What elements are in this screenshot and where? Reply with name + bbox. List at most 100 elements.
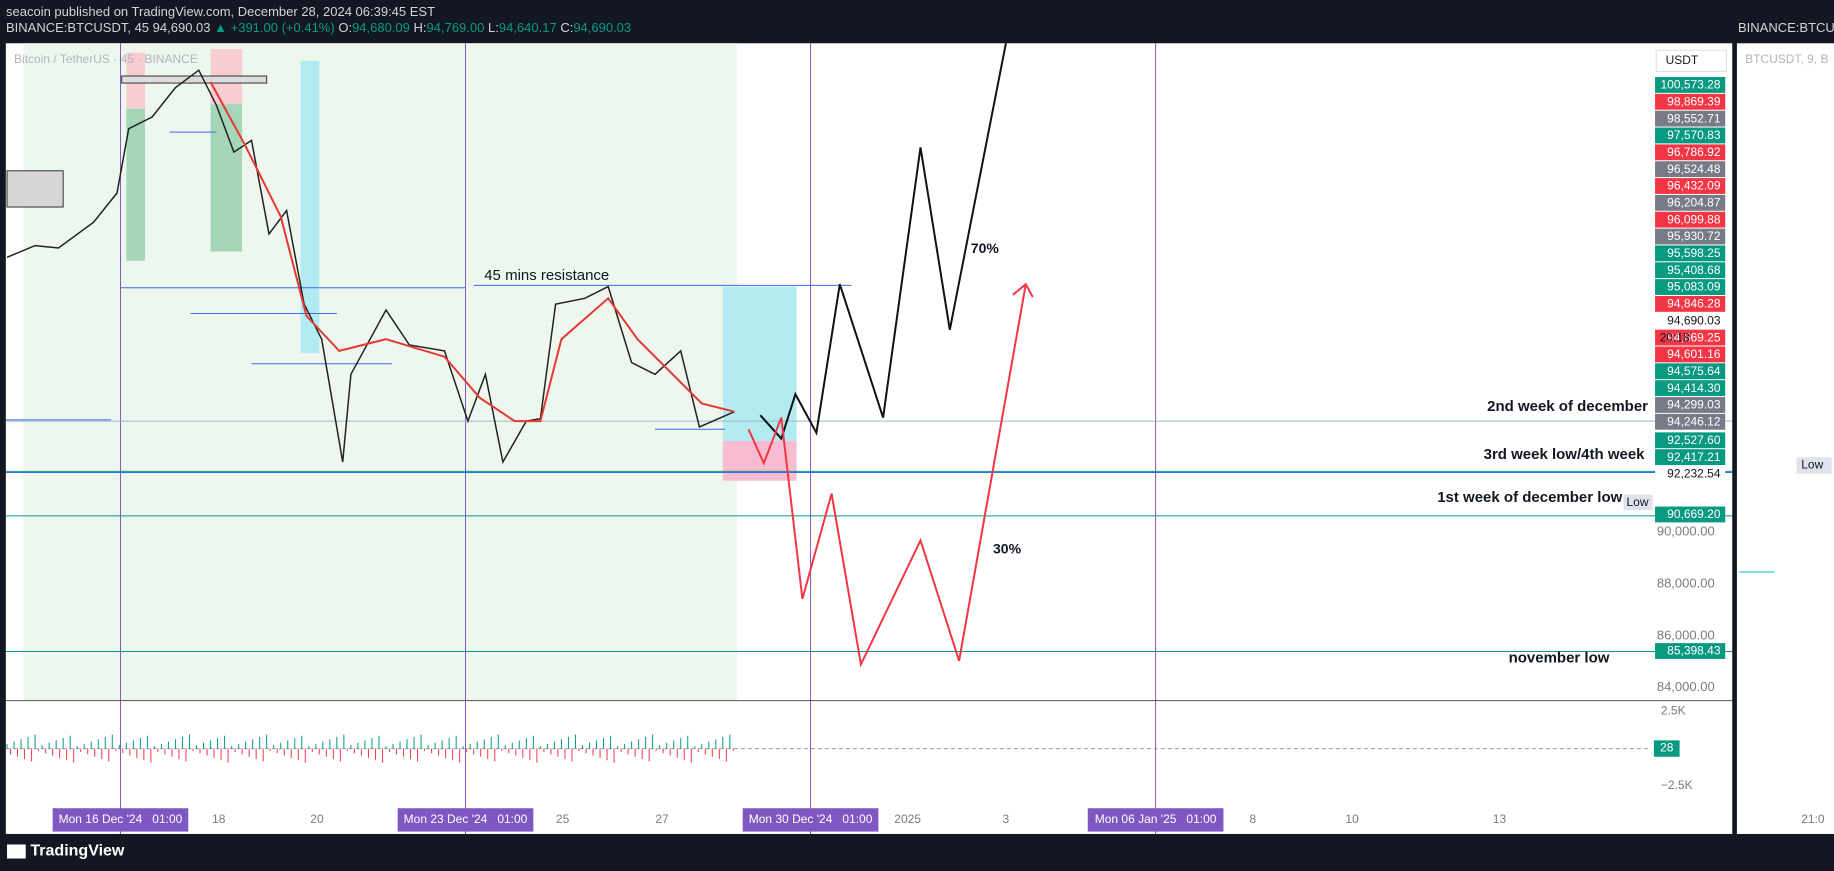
range-box bbox=[121, 75, 268, 84]
price-label-bg bbox=[1655, 329, 1726, 346]
price-label: 94,601.16 bbox=[1667, 347, 1721, 361]
chart-pane bbox=[5, 43, 1733, 834]
ohlc-c-label: C: bbox=[560, 20, 574, 35]
right-symbol: BINANCE:BTCUS bbox=[1738, 20, 1834, 35]
x-tick-label: 13 bbox=[1493, 812, 1507, 826]
price-label: 98,552.71 bbox=[1667, 111, 1721, 125]
countdown: 20:18 bbox=[1660, 330, 1690, 344]
price-label: 95,083.09 bbox=[1667, 280, 1721, 294]
shade-green bbox=[126, 108, 146, 261]
price-label-bg bbox=[1655, 161, 1726, 178]
price-label-bg bbox=[1655, 643, 1726, 659]
stop-box bbox=[722, 440, 797, 481]
price-label-bg bbox=[1655, 93, 1726, 110]
x-tick-label: 25 bbox=[556, 812, 570, 826]
x-label-bg bbox=[52, 808, 189, 832]
price-label: 94,414.30 bbox=[1667, 381, 1721, 395]
legend: Bitcoin / TetherUS · 45 · BINANCE bbox=[14, 52, 198, 66]
price-label-bg bbox=[1655, 110, 1726, 127]
price-label-bg bbox=[1655, 506, 1726, 523]
currency-box bbox=[1655, 49, 1727, 72]
price-label-bg bbox=[1655, 262, 1726, 279]
annotation: 1st week of december low bbox=[1437, 489, 1622, 506]
x-tick-label: 10 bbox=[1345, 812, 1359, 826]
price-label: 94,246.12 bbox=[1667, 414, 1721, 428]
x-tick-label: Mon 30 Dec '24 01:00 bbox=[749, 812, 873, 826]
price-label: 96,786.92 bbox=[1667, 145, 1721, 159]
x-label-bg bbox=[1087, 808, 1224, 832]
ohlc-c: 94,690.03 bbox=[573, 20, 632, 35]
price-label-bg bbox=[1655, 312, 1726, 329]
volume-label: 28 bbox=[1660, 741, 1674, 755]
price-label: 96,099.88 bbox=[1667, 212, 1721, 226]
range-box bbox=[6, 170, 64, 208]
footer-brand: TradingView bbox=[30, 843, 125, 860]
shade-pink bbox=[126, 52, 146, 109]
x-tick-label: 27 bbox=[655, 812, 669, 826]
x-tick-label: 20 bbox=[310, 812, 324, 826]
price-tick-label: 84,000.00 bbox=[1657, 679, 1715, 694]
annotation: 30% bbox=[993, 540, 1022, 556]
price-label: 96,432.09 bbox=[1667, 179, 1721, 193]
price-label: 92,527.60 bbox=[1667, 433, 1721, 447]
price-label: 98,869.39 bbox=[1667, 94, 1721, 108]
price-label-bg bbox=[1655, 77, 1726, 93]
volume-label-bg bbox=[1653, 740, 1680, 757]
ohlc-l-label: L: bbox=[488, 20, 499, 35]
price-label: 90,669.20 bbox=[1667, 507, 1721, 521]
currency: USDT bbox=[1666, 53, 1699, 67]
price-label-bg bbox=[1655, 228, 1726, 245]
price-label: 85,398.43 bbox=[1667, 644, 1721, 658]
low-tag-bg bbox=[1623, 494, 1653, 510]
resistance-box bbox=[722, 286, 797, 441]
price-label-bg bbox=[1655, 449, 1726, 466]
projection-down bbox=[747, 284, 1027, 668]
price-label: 94,846.28 bbox=[1667, 297, 1721, 311]
price-label-bg bbox=[1655, 346, 1726, 363]
price-label: 94,575.64 bbox=[1667, 364, 1721, 378]
price-label: 94,669.25 bbox=[1667, 330, 1721, 344]
annotation: november low bbox=[1509, 649, 1610, 666]
price-path bbox=[6, 69, 735, 465]
price-label: 96,524.48 bbox=[1667, 162, 1721, 176]
price-tick-label: 88,000.00 bbox=[1657, 576, 1715, 591]
low-tag: Low bbox=[1626, 495, 1648, 509]
price-label-bg bbox=[1655, 432, 1726, 449]
annotation: 3rd week low/4th week bbox=[1484, 446, 1646, 463]
session-shade bbox=[23, 43, 737, 701]
price-label-bg bbox=[1655, 363, 1726, 380]
price-tick-label: 86,000.00 bbox=[1657, 627, 1715, 642]
price-label-bg bbox=[1655, 413, 1726, 430]
ohlc-o: 94,680.09 bbox=[352, 20, 410, 35]
publisher: seacoin published on TradingView.com, De… bbox=[6, 4, 436, 19]
price-label: 92,232.54 bbox=[1667, 467, 1721, 481]
price-label: 96,204.87 bbox=[1667, 196, 1721, 210]
ohlc-line: BINANCE:BTCUSDT, 45 94,690.03 ▲ +391.00 … bbox=[6, 20, 631, 36]
price-label: 95,598.25 bbox=[1667, 246, 1721, 260]
x-tick-label: Mon 23 Dec '24 01:00 bbox=[404, 812, 528, 826]
x-label-bg bbox=[397, 808, 534, 832]
x-tick-label: Mon 16 Dec '24 01:00 bbox=[59, 812, 183, 826]
arrow-head bbox=[1012, 282, 1034, 298]
side-low-bg bbox=[1796, 457, 1832, 474]
ohlc-h: 94,769.00 bbox=[426, 20, 485, 35]
price-label: 100,573.28 bbox=[1660, 78, 1720, 92]
price-label-bg bbox=[1655, 380, 1726, 397]
shade-green bbox=[210, 104, 243, 252]
x-tick-label: 2025 bbox=[894, 812, 921, 826]
symbol: BINANCE:BTCUSDT, 45 bbox=[6, 20, 150, 35]
footer-logo bbox=[7, 844, 26, 859]
price-label-bg bbox=[1655, 194, 1726, 211]
ohlc-h-label: H: bbox=[413, 20, 427, 35]
price-label-bg bbox=[1655, 245, 1726, 262]
header: seacoin published on TradingView.com, De… bbox=[6, 4, 631, 36]
volume-tick: 2.5K bbox=[1661, 703, 1686, 717]
price-label: 95,408.68 bbox=[1667, 263, 1721, 277]
side-symbol: BTCUSDT, 9, B bbox=[1745, 52, 1828, 66]
x-label-bg bbox=[742, 808, 879, 832]
price-label-bg bbox=[1655, 279, 1726, 295]
price-label-bg bbox=[1655, 178, 1726, 194]
price-label-bg bbox=[1655, 127, 1726, 144]
